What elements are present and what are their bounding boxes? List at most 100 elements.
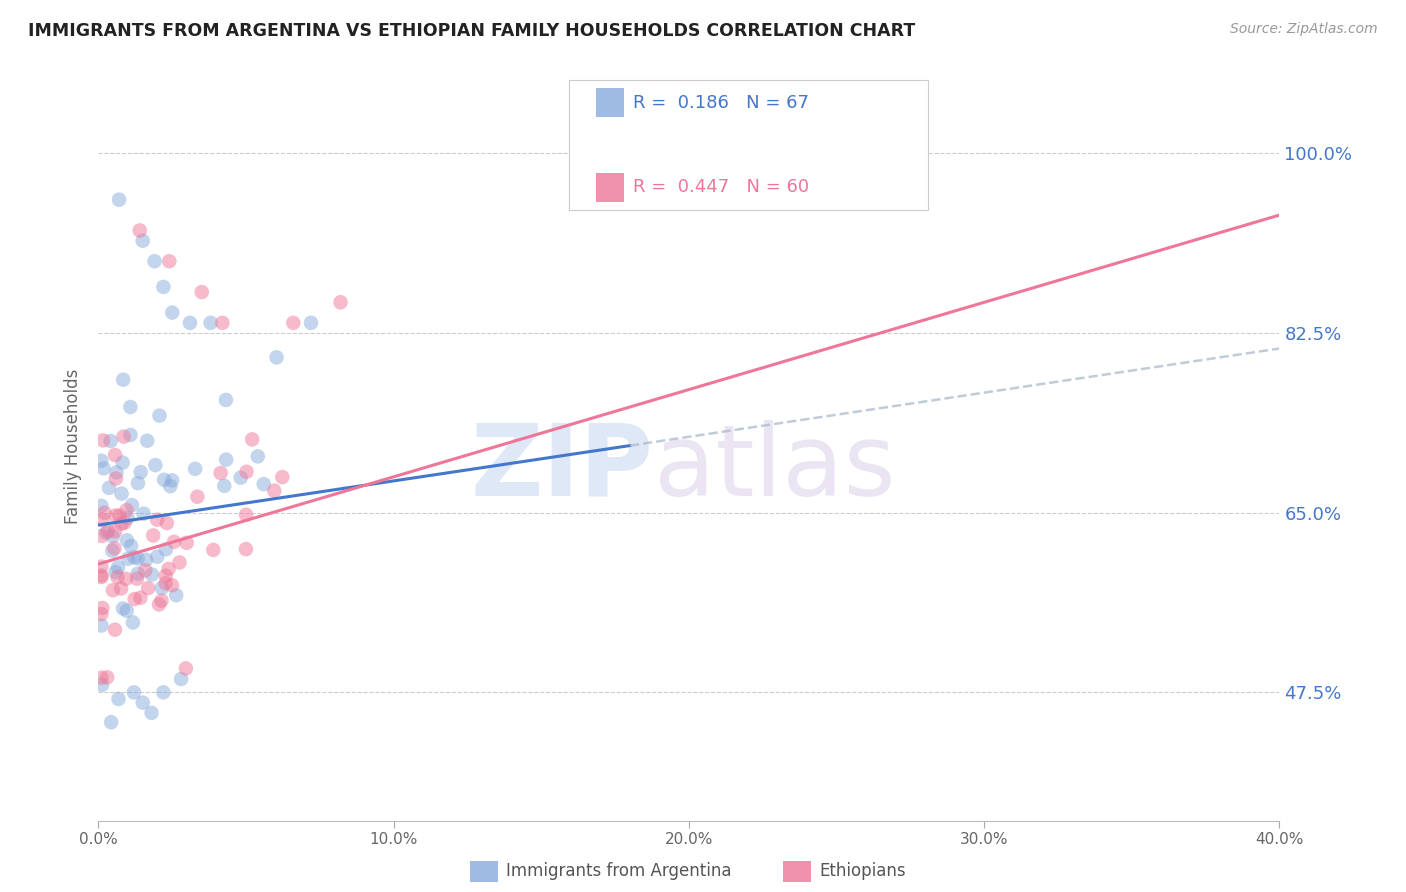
Point: [127, 551, 149, 566]
Point: [170, 672, 193, 686]
Point: [155, 576, 177, 591]
Point: [211, 316, 233, 330]
Point: [117, 511, 139, 525]
Point: [120, 400, 142, 414]
Point: [93, 506, 115, 520]
Text: Source: ZipAtlas.com: Source: ZipAtlas.com: [1230, 22, 1378, 37]
Point: [146, 549, 169, 564]
Point: [141, 567, 163, 582]
Point: [97, 524, 120, 539]
Point: [209, 466, 232, 480]
Point: [191, 285, 214, 299]
Point: [91, 513, 114, 527]
Point: [253, 477, 276, 491]
Point: [271, 470, 294, 484]
Point: [153, 473, 176, 487]
Point: [152, 685, 174, 699]
Point: [91, 434, 114, 448]
Point: [215, 452, 238, 467]
Point: [235, 542, 257, 557]
Point: [174, 661, 197, 675]
Y-axis label: Family Households: Family Households: [65, 368, 83, 524]
Point: [129, 591, 152, 605]
Point: [132, 696, 155, 710]
Point: [111, 601, 134, 615]
Point: [155, 542, 177, 557]
Point: [124, 550, 146, 565]
Point: [157, 254, 180, 268]
Point: [235, 465, 257, 479]
Point: [110, 516, 132, 531]
Point: [120, 539, 142, 553]
Point: [90, 618, 112, 632]
Point: [101, 529, 124, 543]
Point: [90, 499, 112, 513]
Point: [112, 373, 135, 387]
Point: [90, 453, 112, 467]
Point: [96, 670, 118, 684]
Point: [176, 536, 198, 550]
Point: [155, 568, 177, 582]
Point: [143, 254, 166, 268]
Point: [157, 562, 180, 576]
Point: [179, 316, 201, 330]
Point: [136, 434, 159, 448]
Text: IMMIGRANTS FROM ARGENTINA VS ETHIOPIAN FAMILY HOUSEHOLDS CORRELATION CHART: IMMIGRANTS FROM ARGENTINA VS ETHIOPIAN F…: [28, 22, 915, 40]
Point: [266, 351, 288, 365]
Point: [107, 692, 129, 706]
Point: [121, 498, 143, 512]
Text: R =  0.447   N = 60: R = 0.447 N = 60: [633, 178, 808, 196]
Point: [107, 560, 129, 574]
Point: [240, 433, 263, 447]
Point: [94, 525, 117, 540]
Point: [122, 615, 145, 630]
Point: [152, 280, 174, 294]
Point: [214, 479, 236, 493]
Point: [283, 316, 305, 330]
Text: R =  0.186   N = 67: R = 0.186 N = 67: [633, 94, 808, 112]
Point: [104, 471, 127, 485]
Text: Immigrants from Argentina: Immigrants from Argentina: [506, 863, 731, 880]
Point: [329, 295, 352, 310]
Point: [103, 541, 125, 556]
Point: [128, 223, 150, 237]
Text: Ethiopians: Ethiopians: [820, 863, 907, 880]
Point: [120, 428, 142, 442]
Point: [125, 572, 148, 586]
Point: [148, 598, 170, 612]
Point: [90, 570, 112, 584]
Point: [156, 516, 179, 530]
Point: [104, 524, 127, 539]
Point: [150, 581, 173, 595]
Point: [108, 508, 131, 523]
Point: [117, 552, 139, 566]
Point: [90, 568, 112, 582]
Point: [215, 392, 238, 407]
Point: [111, 456, 134, 470]
Point: [142, 528, 165, 542]
Point: [135, 553, 157, 567]
Point: [136, 581, 159, 595]
Text: ZIP: ZIP: [471, 420, 654, 517]
Point: [186, 490, 208, 504]
Point: [90, 671, 112, 685]
Point: [143, 458, 166, 472]
Point: [263, 483, 285, 498]
Point: [127, 566, 149, 581]
Point: [115, 604, 138, 618]
Text: atlas: atlas: [654, 420, 896, 517]
Point: [112, 429, 135, 443]
Point: [90, 607, 112, 621]
Point: [134, 563, 156, 577]
Point: [235, 508, 257, 522]
Point: [115, 503, 138, 517]
Point: [91, 678, 114, 692]
Point: [100, 434, 122, 448]
Point: [159, 479, 181, 493]
Point: [104, 448, 127, 462]
Point: [132, 234, 155, 248]
Point: [104, 565, 127, 579]
Point: [127, 476, 149, 491]
Point: [146, 513, 169, 527]
Point: [148, 409, 170, 423]
